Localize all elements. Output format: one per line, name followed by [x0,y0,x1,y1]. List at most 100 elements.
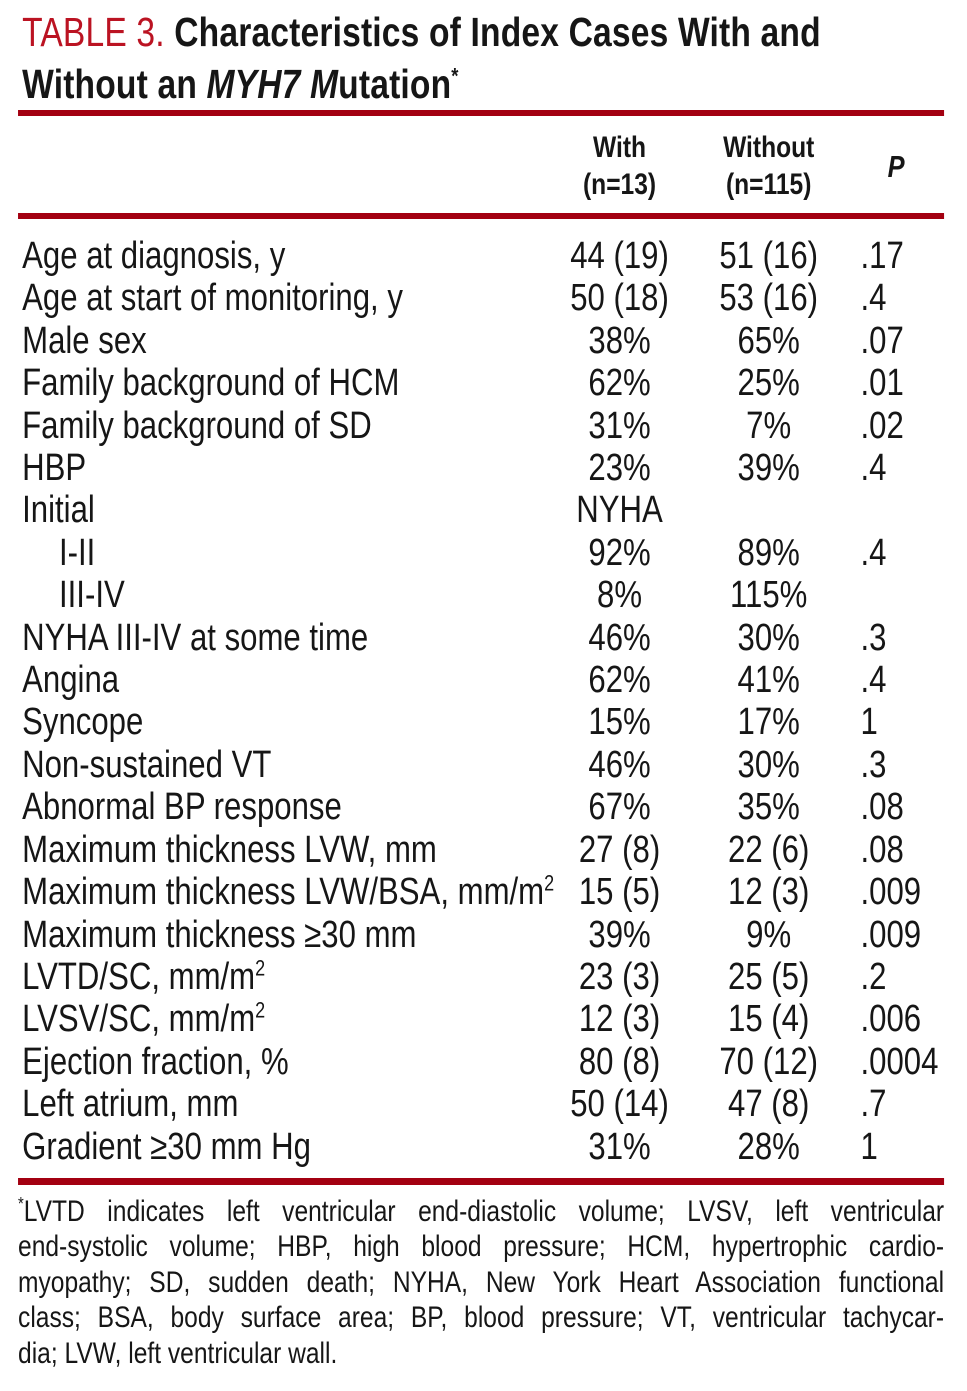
title-footnote-marker: * [451,63,459,89]
row-label-text: Ejection fraction, % [22,1040,289,1083]
without-value: 7% [746,404,792,447]
p-value: .4 [860,277,887,320]
p-value: .009 [860,913,922,956]
column-header-without: Without (n=115) [689,129,848,203]
p-value: .4 [860,531,887,574]
footnote-line: *LVTD indicates left ventricular end-dia… [18,1194,944,1229]
row-label-text: Gradient ≥30 mm Hg [22,1125,311,1168]
without-value: 35% [737,786,800,829]
without-value: 47 (8) [728,1083,810,1126]
without-value: 25% [737,362,800,405]
with-value: 38% [588,319,651,362]
row-label-text: Non-sustained VT [22,743,272,786]
with-value: 80 (8) [578,1040,661,1083]
with-header-line1: With [593,131,647,164]
without-header-line1: Without [723,131,815,164]
row-label: LVTD/SC, mm/m2 [18,956,550,998]
without-value: 28% [737,1125,800,1168]
with-value: 31% [588,404,651,447]
row-label-text: Initial [22,489,95,532]
with-value: 62% [588,362,651,405]
row-label: I-II [18,532,550,574]
table-row: Ejection fraction, % 80 (8) 70 (12) .000… [18,1041,944,1083]
row-label: Family background of SD [18,405,550,447]
row-label-text: Maximum thickness LVW/BSA, mm/m [22,871,545,914]
without-value: 15 (4) [728,998,810,1041]
p-value: .08 [860,828,904,871]
row-label: Initial [18,489,550,531]
footnote-marker: * [18,1193,24,1214]
row-label-text: Male sex [22,319,147,362]
table-body: Age at diagnosis, y 44 (19) 51 (16) .17 … [18,219,944,1168]
p-value: .0004 [860,1040,939,1083]
with-value: 50 (18) [570,277,669,320]
row-label: NYHA III-IV at some time [18,617,550,659]
table-row: Non-sustained VT 46% 30% .3 [18,744,944,786]
table-title: TABLE 3. Characteristics of Index Cases … [22,6,967,110]
without-value: 12 (3) [728,871,810,914]
table-row: Age at diagnosis, y 44 (19) 51 (16) .17 [18,235,944,277]
with-header-line2: (n=13) [582,168,657,201]
with-value: 39% [588,913,651,956]
table-row: Angina 62% 41% .4 [18,659,944,701]
with-value: 46% [588,616,651,659]
row-label: Non-sustained VT [18,744,550,786]
row-label-text: Age at start of monitoring, y [22,277,403,320]
p-value [848,489,944,531]
row-label-text: Abnormal BP response [22,786,342,829]
without-value: 30% [737,743,800,786]
without-value: 41% [737,659,800,702]
without-value [689,489,848,531]
footnote-line: end-systolic volume; HBP, high blood pre… [18,1230,945,1264]
row-label: Family background of HCM [18,362,550,404]
table-header-row: With (n=13) Without (n=115) P [18,116,944,203]
without-value: 51 (16) [719,235,819,277]
table-row: Left atrium, mm 50 (14) 47 (8) .7 [18,1083,944,1125]
row-label-text: HBP [22,447,87,490]
table-row: Maximum thickness LVW, mm 27 (8) 22 (6) … [18,829,944,871]
table-row: Syncope 15% 17% 1 [18,701,944,743]
page: TABLE 3. Characteristics of Index Cases … [0,6,967,1371]
without-value: 65% [737,319,800,362]
row-label-superscript: 2 [255,955,266,981]
row-label: Maximum thickness LVW/BSA, mm/m2 [18,871,554,914]
p-value: 1 [860,1125,878,1168]
p-value: .17 [860,235,904,277]
row-label-text: III-IV [59,574,125,617]
p-value: .009 [860,871,922,914]
footnote-line-text: LVTD indicates left ventricular end-dias… [23,1194,945,1228]
row-label: Syncope [18,701,550,743]
with-value: NYHA [576,489,663,532]
with-value: 8% [597,574,643,617]
table-row: Family background of HCM 62% 25% .01 [18,362,944,404]
row-label: III-IV [18,574,550,616]
without-value: 22 (6) [728,828,810,871]
with-value: 44 (19) [570,235,669,277]
header-rule [18,213,945,219]
table-row: Gradient ≥30 mm Hg 31% 28% 1 [18,1126,944,1168]
title-gene-italic: MYH7 M [206,61,339,107]
row-label: Ejection fraction, % [18,1041,550,1083]
row-label-text: Age at diagnosis, y [22,235,286,277]
table-row: HBP 23% 39% .4 [18,447,944,489]
without-value: 53 (16) [719,277,819,320]
with-value: 15 (5) [578,871,661,914]
row-label: Maximum thickness ≥30 mm [18,914,550,956]
table-row: Family background of SD 31% 7% .02 [18,405,944,447]
column-header-p: P [887,148,905,184]
table-number-label: TABLE 3. [22,9,175,55]
p-value: .07 [860,319,904,362]
row-label-text: Left atrium, mm [22,1083,239,1126]
row-label-superscript: 2 [255,997,266,1023]
with-value: 92% [588,531,651,574]
footnote-line: class; BSA, body surface area; BP, blood… [18,1301,945,1335]
row-label: Age at diagnosis, y [18,235,550,277]
row-label: Maximum thickness LVW, mm [18,829,550,871]
p-value: .4 [860,659,887,702]
with-value: 67% [588,786,651,829]
without-value: 9% [746,913,792,956]
row-label-text: Family background of HCM [22,362,400,405]
p-value: .08 [860,786,904,829]
table-row: Maximum thickness LVW/BSA, mm/m2 15 (5) … [18,871,944,913]
without-value: 25 (5) [728,955,810,998]
